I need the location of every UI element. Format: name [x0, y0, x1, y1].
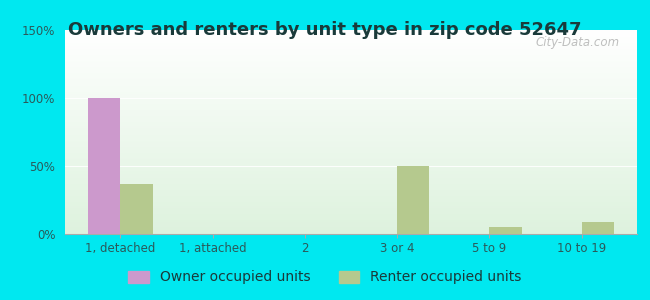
- Bar: [120, 184, 153, 234]
- Bar: [88, 98, 120, 234]
- Bar: [582, 222, 614, 234]
- Bar: [489, 227, 522, 234]
- Bar: [397, 166, 430, 234]
- Legend: Owner occupied units, Renter occupied units: Owner occupied units, Renter occupied un…: [123, 265, 527, 290]
- Text: City-Data.com: City-Data.com: [536, 36, 620, 49]
- Text: Owners and renters by unit type in zip code 52647: Owners and renters by unit type in zip c…: [68, 21, 582, 39]
